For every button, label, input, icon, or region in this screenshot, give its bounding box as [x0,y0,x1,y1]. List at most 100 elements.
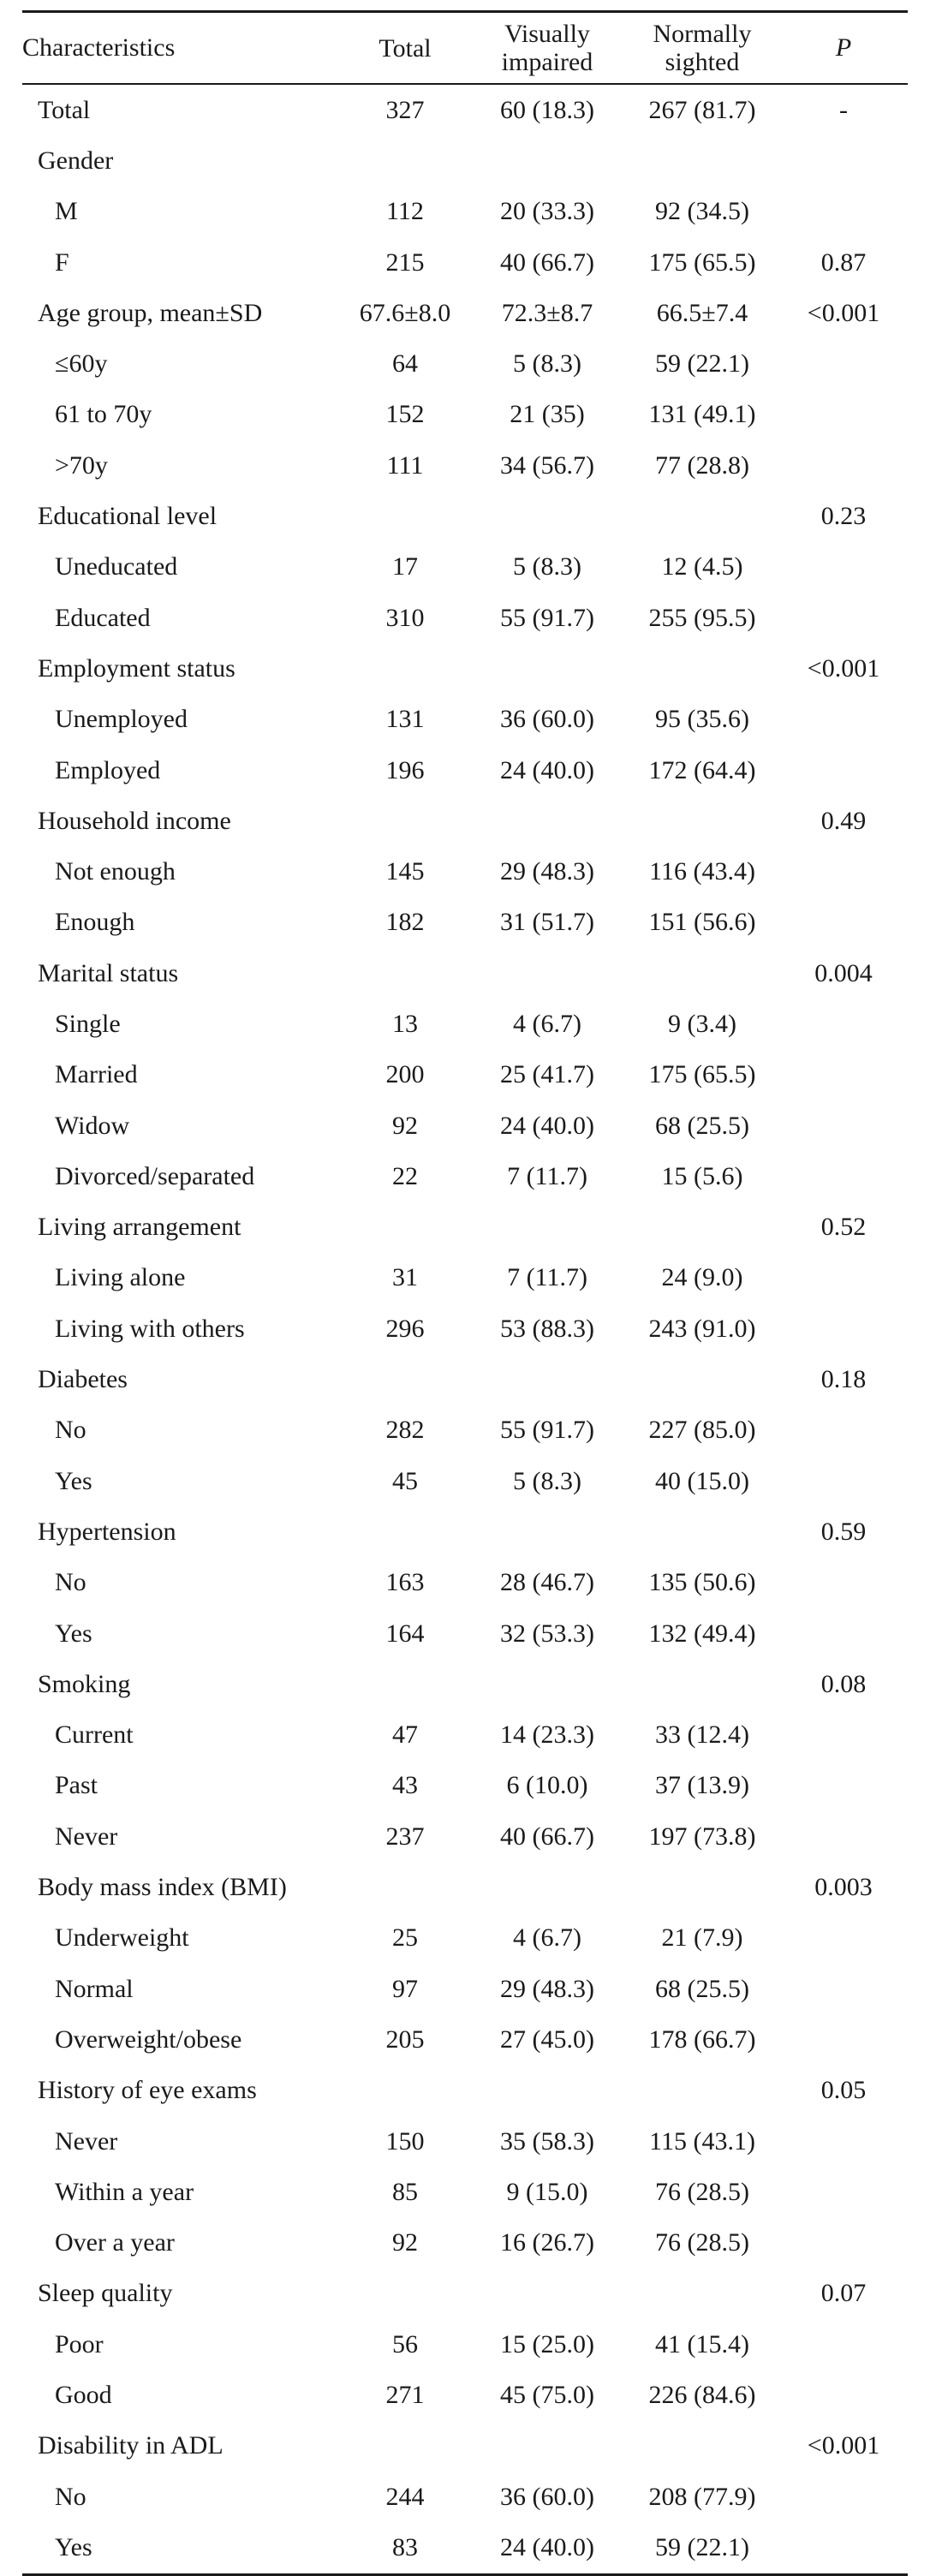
row-label: Not enough [55,857,176,886]
cell-p-value [779,2370,908,2420]
cell-visually-impaired [469,491,625,541]
cell-p-value [779,135,908,186]
cell-total: 237 [385,1822,425,1851]
cell-total [341,796,469,846]
table-row: Yes 164 32 (53.3) 132 (49.4) [22,1608,908,1659]
cell-normally-sighted: 227 (85.0) [648,1416,756,1445]
cell-total: 22 [392,1161,418,1190]
table-row: Yes 45 5 (8.3) 40 (15.0) [22,1456,908,1506]
cell-normally-sighted: 151 (56.6) [648,908,756,937]
cell-normally-sighted [625,1862,779,1912]
table-row: Unemployed 131 36 (60.0) 95 (35.6) [22,695,908,745]
cell-p-value: 0.52 [820,1213,867,1242]
row-label: ≤60y [55,349,108,379]
cell-p-value [779,440,908,491]
cell-normally-sighted: 15 (5.6) [661,1161,743,1190]
cell-total: 112 [386,197,424,226]
cell-visually-impaired: 36 (60.0) [500,705,594,734]
cell-p-value [779,1608,908,1659]
cell-p-value: 0.003 [814,1873,873,1902]
row-label: Educated [55,603,151,632]
cell-visually-impaired: 20 (33.3) [500,197,594,226]
cell-p-value: 0.08 [820,1669,867,1698]
row-label: Single [55,1009,121,1038]
table-row: F 215 40 (66.7) 175 (65.5) 0.87 [22,237,908,288]
header-visually-impaired: Visually impaired [469,10,625,85]
cell-visually-impaired: 5 (8.3) [513,552,581,581]
cell-p-value: 0.49 [820,806,867,835]
cell-total: 45 [392,1466,418,1495]
cell-normally-sighted: 21 (7.9) [661,1923,743,1953]
cell-total: 215 [385,247,425,277]
row-label: No [55,2482,86,2511]
cell-total: 111 [386,450,424,480]
cell-visually-impaired [469,2066,625,2116]
cell-normally-sighted: 66.5±7.4 [656,298,748,327]
cell-visually-impaired: 7 (11.7) [507,1161,587,1190]
cell-visually-impaired [469,1506,625,1557]
table-row: No 163 28 (46.7) 135 (50.6) [22,1558,908,1608]
table-row: Uneducated 17 5 (8.3) 12 (4.5) [22,542,908,593]
cell-total: 64 [392,349,418,379]
cell-p-value [779,1710,908,1761]
cell-visually-impaired: 35 (58.3) [500,2126,594,2156]
table-row: Not enough 145 29 (48.3) 116 (43.4) [22,846,908,897]
cell-normally-sighted: 132 (49.4) [648,1619,756,1648]
cell-p-value [779,390,908,440]
row-label: Never [55,2126,118,2156]
cell-visually-impaired: 6 (10.0) [506,1771,588,1800]
table-row: No 244 36 (60.0) 208 (77.9) [22,2472,908,2522]
cell-total: 271 [385,2381,425,2409]
table-row: Normal 97 29 (48.3) 68 (25.5) [22,1964,908,2014]
cell-normally-sighted: 12 (4.5) [661,552,743,581]
cell-total [341,1659,469,1709]
table-row: Married 200 25 (41.7) 175 (65.5) [22,1050,908,1100]
cell-visually-impaired [469,135,625,186]
cell-p-value [779,2167,908,2217]
cell-total: 83 [341,2522,469,2576]
row-label: Poor [55,2329,104,2358]
table-row: Educated 310 55 (91.7) 255 (95.5) [22,593,908,643]
cell-p-value [779,2116,908,2167]
cell-p-value [779,695,908,745]
cell-p-value [779,1761,908,1811]
cell-normally-sighted: 40 (15.0) [655,1466,749,1495]
cell-normally-sighted [625,1506,779,1557]
cell-normally-sighted: 95 (35.6) [655,705,749,734]
table-row: Household income 0.49 [22,796,908,846]
row-label: Age group, mean±SD [38,298,263,327]
header-total: Total [341,10,469,85]
cell-p-value [779,187,908,237]
cell-normally-sighted: 243 (91.0) [648,1314,756,1343]
row-label: Gender [38,146,114,175]
cell-visually-impaired: 72.3±8.7 [501,298,593,327]
cell-p-value [779,2472,908,2522]
cell-total: 164 [385,1619,425,1648]
cell-total: 145 [385,857,425,886]
cell-p-value [779,1253,908,1303]
cell-total: 196 [385,755,425,784]
cell-normally-sighted: 255 (95.5) [648,603,756,632]
row-label: History of eye exams [38,2076,257,2105]
cell-p-value [779,846,908,897]
table-row: Educational level 0.23 [22,491,908,541]
table-row: Past 43 6 (10.0) 37 (13.9) [22,1761,908,1811]
cell-visually-impaired: 7 (11.7) [507,1263,587,1292]
cell-visually-impaired: 40 (66.7) [500,247,594,277]
cell-visually-impaired: 45 (75.0) [500,2381,594,2409]
cell-normally-sighted: 135 (50.6) [648,1568,756,1597]
cell-visually-impaired: 55 (91.7) [500,1416,594,1445]
cell-visually-impaired [469,1862,625,1912]
cell-visually-impaired: 5 (8.3) [513,1466,581,1495]
header-row: Characteristics Total Visually impaired … [22,10,908,85]
table-row: Underweight 25 4 (6.7) 21 (7.9) [22,1913,908,1964]
cell-total: 200 [385,1060,425,1089]
cell-normally-sighted: 77 (28.8) [655,450,749,480]
row-label: Overweight/obese [55,2024,242,2054]
cell-visually-impaired: 32 (53.3) [500,1619,594,1648]
row-label: Divorced/separated [55,1161,255,1190]
header-p-value: P [779,10,908,85]
row-label: Underweight [55,1923,189,1953]
cell-total: 296 [385,1314,425,1343]
cell-normally-sighted: 41 (15.4) [655,2329,749,2358]
